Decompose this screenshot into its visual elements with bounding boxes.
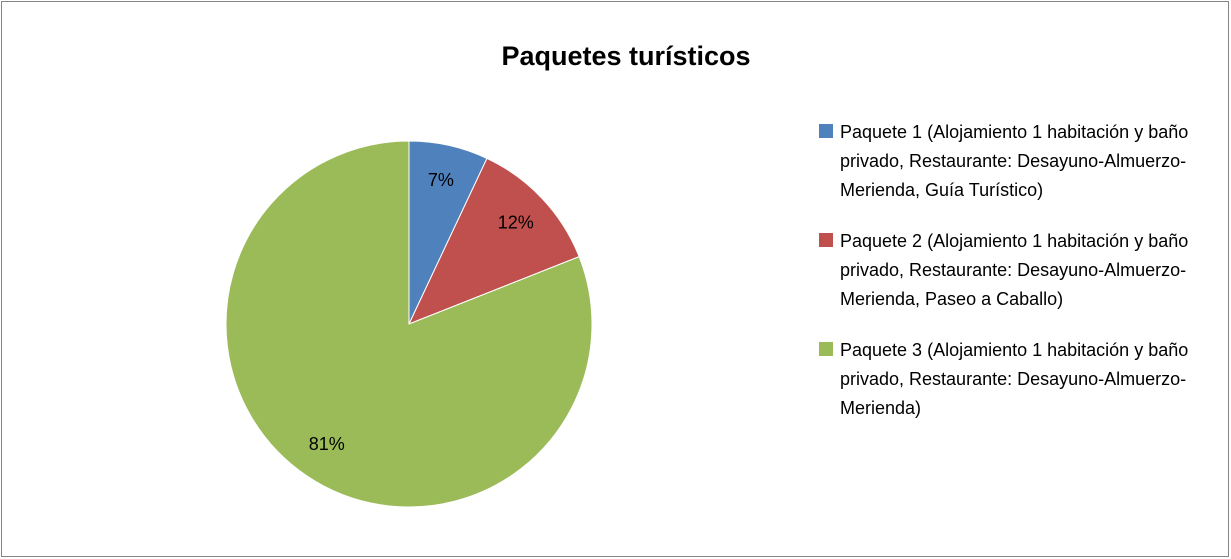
data-label: 81% xyxy=(309,434,345,454)
chart-title: Paquetes turísticos xyxy=(501,41,750,71)
legend-swatch xyxy=(819,342,833,356)
legend-label: Paquete 2 (Alojamiento 1 habitación y ba… xyxy=(840,231,1189,309)
data-label: 7% xyxy=(428,170,454,190)
data-label: 12% xyxy=(498,213,534,233)
pie-slice xyxy=(408,157,580,325)
legend-swatch xyxy=(819,233,833,247)
legend-entry: Paquete 1 (Alojamiento 1 habitación y ba… xyxy=(819,118,1214,205)
legend-label: Paquete 3 (Alojamiento 1 habitación y ba… xyxy=(840,340,1189,418)
legend-label: Paquete 1 (Alojamiento 1 habitación y ba… xyxy=(840,122,1189,200)
pie-slice xyxy=(225,140,593,508)
legend-entry: Paquete 3 (Alojamiento 1 habitación y ba… xyxy=(819,336,1214,423)
legend-entry: Paquete 2 (Alojamiento 1 habitación y ba… xyxy=(819,227,1214,314)
legend: Paquete 1 (Alojamiento 1 habitación y ba… xyxy=(819,118,1214,423)
legend-swatch xyxy=(819,124,833,138)
